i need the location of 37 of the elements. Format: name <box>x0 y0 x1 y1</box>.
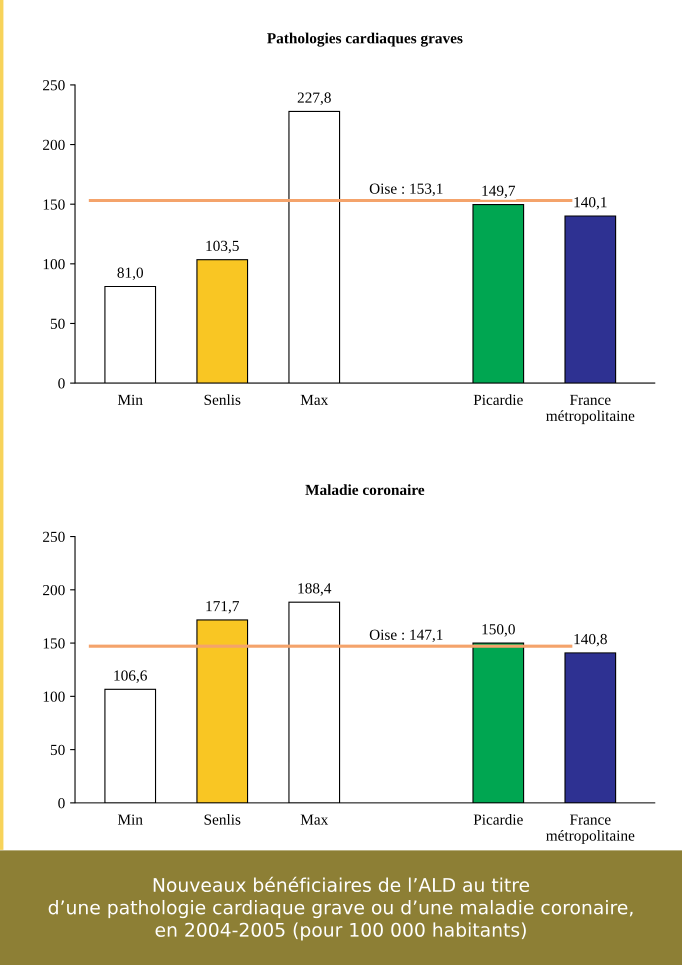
x-tick-label: Max <box>300 814 328 825</box>
y-tick-label: 0 <box>58 798 65 808</box>
x-tick-label: Senlis <box>204 814 240 825</box>
data-label: 149,7 <box>482 186 516 198</box>
y-tick-label: 100 <box>44 258 65 270</box>
data-label: 81,0 <box>117 268 144 280</box>
y-tick-label: 150 <box>44 199 65 210</box>
x-tick-label: Picardie <box>474 814 523 825</box>
y-tick-label: 250 <box>43 532 65 542</box>
y-tick-label: 150 <box>44 638 65 649</box>
x-tick-label: France métropolitaine <box>546 814 634 844</box>
text: Nouveaux bénéficiaires de l’ALD au titre d’une pathologie cardiaque grave ou d’une maladie coronaire, en 2004-2005 (pour 100 000 habitants) <box>48 876 632 941</box>
data-label: 103,5 <box>206 240 239 254</box>
data-label: 140,1 <box>574 197 607 210</box>
data-label: 150,0 <box>482 624 515 637</box>
y-tick-label: 0 <box>58 378 65 389</box>
data-label: 106,6 <box>114 670 147 683</box>
x-tick-label: Picardie <box>474 394 523 405</box>
chart-title: Maladie coronaire <box>305 484 424 496</box>
y-tick-label: 250 <box>43 80 65 90</box>
x-tick-label: Min <box>118 814 143 825</box>
x-tick-label: Max <box>300 394 328 405</box>
y-tick-label: 50 <box>50 744 65 756</box>
x-tick-label: Min <box>118 394 143 405</box>
ref-line-label: Oise : 147,1 <box>370 630 442 642</box>
ref-line-label: Oise : 153,1 <box>370 184 442 196</box>
data-label: 188,4 <box>298 583 332 596</box>
y-tick-label: 50 <box>50 318 65 329</box>
y-tick-label: 200 <box>43 584 65 596</box>
x-tick-label: France métropolitaine <box>546 394 634 424</box>
data-label: 227,8 <box>298 92 331 105</box>
y-tick-label: 200 <box>43 140 65 150</box>
chart-title: Pathologies cardiaques graves <box>267 32 463 47</box>
x-tick-label: Senlis <box>204 394 240 405</box>
data-label: 140,8 <box>574 634 607 646</box>
data-label: 171,7 <box>206 601 239 614</box>
y-tick-label: 100 <box>44 691 65 702</box>
